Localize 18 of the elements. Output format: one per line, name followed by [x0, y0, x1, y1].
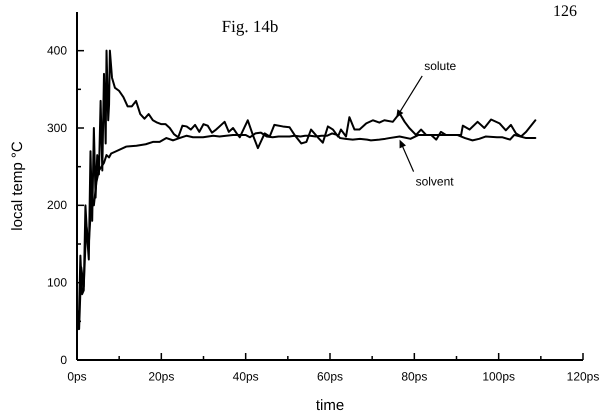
x-tick-label: 40ps — [232, 370, 259, 384]
x-tick-label: 20ps — [148, 370, 174, 384]
x-tick-label: 100ps — [482, 370, 516, 384]
y-tick-label: 0 — [60, 352, 68, 367]
annotation: solute — [424, 58, 457, 73]
annotation: 126 — [553, 3, 577, 20]
y-axis-title: local temp °C — [9, 141, 26, 231]
x-axis-title: time — [316, 397, 344, 414]
y-tick-label: 100 — [46, 276, 68, 290]
y-tick-label: 200 — [46, 198, 68, 212]
x-tick-label: 0ps — [67, 370, 87, 384]
y-tick-label: 300 — [46, 120, 68, 135]
x-tick-label: 120ps — [566, 370, 600, 384]
annotation: solvent — [416, 174, 454, 189]
chart-title: Fig. 14b — [222, 17, 278, 36]
y-tick-label: 400 — [46, 44, 68, 58]
x-tick-label: 60ps — [316, 370, 344, 384]
x-tick-label: 80ps — [401, 370, 428, 384]
